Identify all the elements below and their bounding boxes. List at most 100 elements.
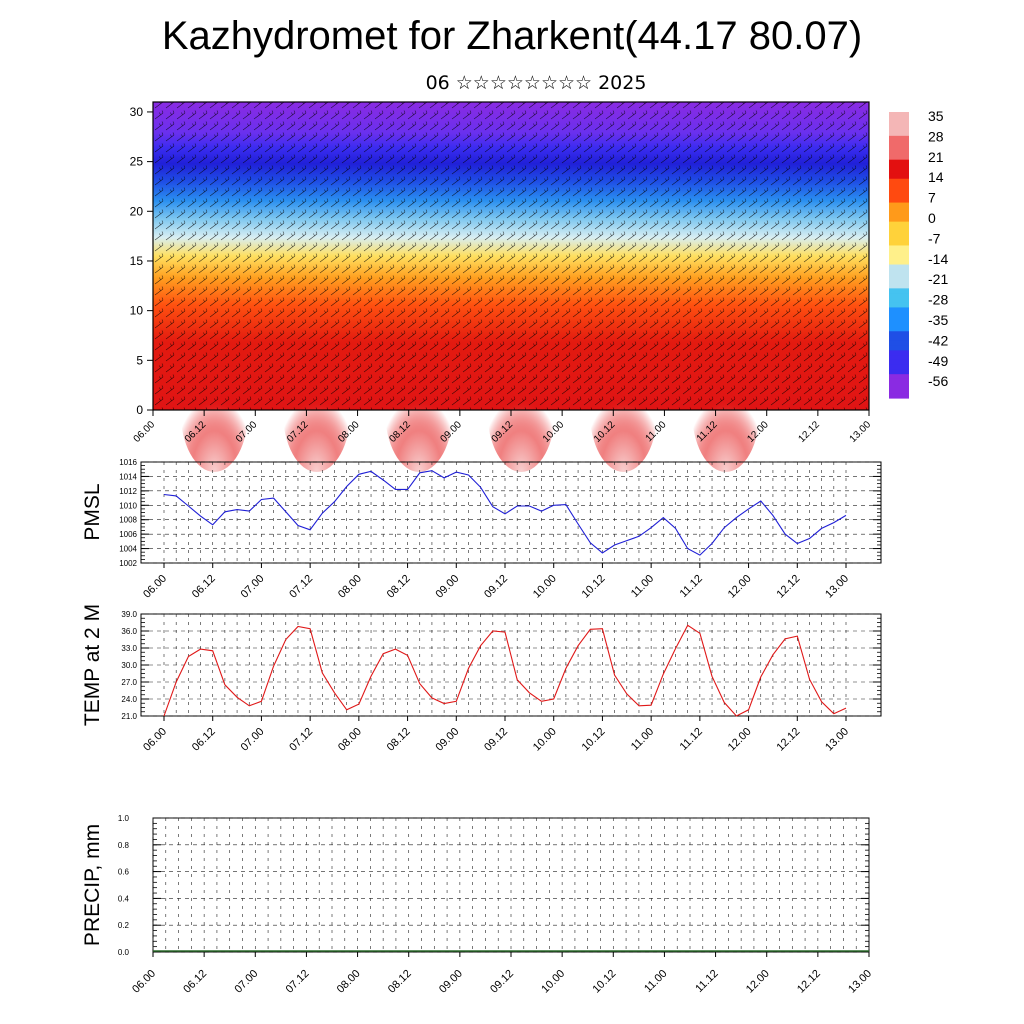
colorbar-box: [889, 188, 909, 194]
colorbar-box: [889, 321, 909, 328]
pmsl-x-tick-label: 06.12: [190, 573, 218, 601]
colorbar: 35 28 21 14 7 0 -7 -14 -21 -28 -35 -42 -49 -56: [889, 108, 948, 399]
colorbar-box: [889, 231, 909, 237]
colorbar-label: -42: [928, 332, 948, 348]
temp-x-tick-label: 12.12: [774, 726, 802, 754]
colorbar-box: [889, 235, 909, 242]
colorbar-box: [889, 159, 909, 166]
pmsl-axis-label: PMSL: [81, 483, 104, 540]
precip-x-tick-label: 09.12: [488, 968, 516, 996]
pmsl-y-tick-label: 1016: [119, 458, 137, 467]
colorbar-box: [889, 150, 909, 156]
temp-x-tick-label: 07.12: [287, 726, 315, 754]
pmsl-y-tick-label: 1012: [119, 487, 137, 496]
chart-subtitle: 06 ☆☆☆☆☆☆☆☆ 2025: [425, 72, 647, 94]
colorbar-label: 28: [928, 128, 944, 144]
colorbar-box: [889, 331, 909, 337]
cross-y-tick-label: 25: [130, 155, 144, 169]
colorbar-box: [889, 169, 909, 175]
pmsl-x-tick-label: 11.00: [629, 573, 656, 600]
cross-section-y-axis: 0 5 10 15 20 25 30: [130, 105, 153, 417]
temp-x-tick-label: 09.00: [433, 726, 461, 754]
cross-x-tick-label: 13.00: [848, 419, 874, 445]
colorbar-box: [889, 297, 909, 304]
precip-panel: 1.0 0.8 0.6 0.4 0.2 0.0 06.00 06.12 07.00 07.12 08…: [118, 814, 874, 996]
precip-x-tick-label: 12.12: [795, 968, 823, 996]
colorbar-box: [889, 278, 909, 285]
precip-x-tick-label: 11.00: [642, 968, 669, 995]
colorbar-box: [889, 316, 909, 323]
colorbar-box: [889, 216, 909, 223]
precip-x-tick-label: 10.12: [590, 968, 618, 996]
colorbar-box: [889, 345, 909, 351]
precip-y-tick-label: 0.6: [118, 868, 130, 877]
colorbar-label: -49: [928, 353, 948, 369]
colorbar-box: [889, 312, 909, 318]
colorbar-box: [889, 336, 909, 342]
precip-x-tick-label: 07.00: [232, 968, 260, 996]
colorbar-box: [889, 212, 909, 218]
cross-y-tick-label: 0: [136, 403, 143, 417]
colorbar-label: -14: [928, 251, 948, 267]
colorbar-box: [889, 293, 909, 299]
pmsl-x-tick-label: 07.12: [287, 573, 315, 601]
colorbar-box: [889, 121, 909, 127]
colorbar-box: [889, 193, 909, 199]
colorbar-box: [889, 259, 909, 266]
cross-y-tick-label: 30: [130, 105, 144, 119]
pmsl-x-tick-label: 08.12: [385, 573, 413, 601]
precip-x-tick-label: 13.00: [846, 968, 874, 996]
pmsl-x-tick-label: 09.12: [482, 573, 510, 601]
pmsl-line: [163, 470, 847, 556]
pmsl-y-tick-label: 1010: [119, 501, 137, 510]
cross-y-tick-label: 15: [130, 254, 144, 268]
precip-y-tick-label: 0.0: [118, 948, 130, 957]
temp-x-tick-label: 10.00: [531, 726, 559, 754]
colorbar-box: [889, 264, 909, 270]
precip-x-tick-label: 08.00: [335, 968, 363, 996]
colorbar-box: [889, 340, 909, 347]
colorbar-box: [889, 173, 909, 180]
temp-x-tick-label: 11.00: [629, 726, 656, 753]
pmsl-x-tick-label: 10.00: [531, 573, 559, 601]
colorbar-box: [889, 207, 909, 213]
precip-y-tick-label: 0.2: [118, 921, 130, 930]
pmsl-x-tick-label: 12.00: [726, 573, 754, 601]
temp-y-tick-label: 36.0: [121, 627, 137, 636]
colorbar-box: [889, 131, 909, 137]
temp-y-tick-label: 24.0: [121, 695, 137, 704]
pmsl-x-tick-label: 06.00: [141, 573, 169, 601]
temp-panel: 39.0 36.0 33.0 30.0 27.0 24.0 21.0 06.00 06.12 07…: [121, 610, 882, 754]
colorbar-box: [889, 355, 909, 361]
precip-x-tick-label: 12.00: [744, 968, 772, 996]
colorbar-box: [889, 164, 909, 170]
colorbar-box: [889, 274, 909, 280]
colorbar-box: [889, 383, 909, 390]
precip-y-tick-label: 0.8: [118, 841, 130, 850]
colorbar-label: 0: [928, 210, 936, 226]
colorbar-box: [889, 202, 909, 208]
colorbar-box: [889, 269, 909, 275]
precip-x-tick-label: 06.12: [181, 968, 209, 996]
colorbar-box: [889, 112, 909, 118]
temp-x-tick-label: 11.12: [678, 726, 705, 753]
wind-barbs: [153, 102, 869, 410]
colorbar-box: [889, 374, 909, 380]
colorbar-label: 7: [928, 190, 936, 206]
pmsl-y-tick-label: 1002: [119, 559, 137, 568]
precip-y-tick-label: 1.0: [118, 814, 130, 823]
colorbar-box: [889, 326, 909, 332]
temp-x-tick-label: 09.12: [482, 726, 510, 754]
temp-y-tick-label: 39.0: [121, 610, 137, 619]
pmsl-x-tick-label: 11.12: [678, 573, 705, 600]
colorbar-box: [889, 240, 909, 247]
chart-title: Kazhydromet for Zharkent(44.17 80.07): [161, 14, 863, 58]
colorbar-box: [889, 369, 909, 375]
colorbar-box: [889, 135, 909, 142]
pmsl-x-tick-label: 10.12: [580, 573, 608, 601]
colorbar-label: -35: [928, 312, 948, 328]
colorbar-box: [889, 126, 909, 132]
colorbar-box: [889, 359, 909, 366]
precip-y-tick-label: 0.4: [118, 894, 130, 903]
